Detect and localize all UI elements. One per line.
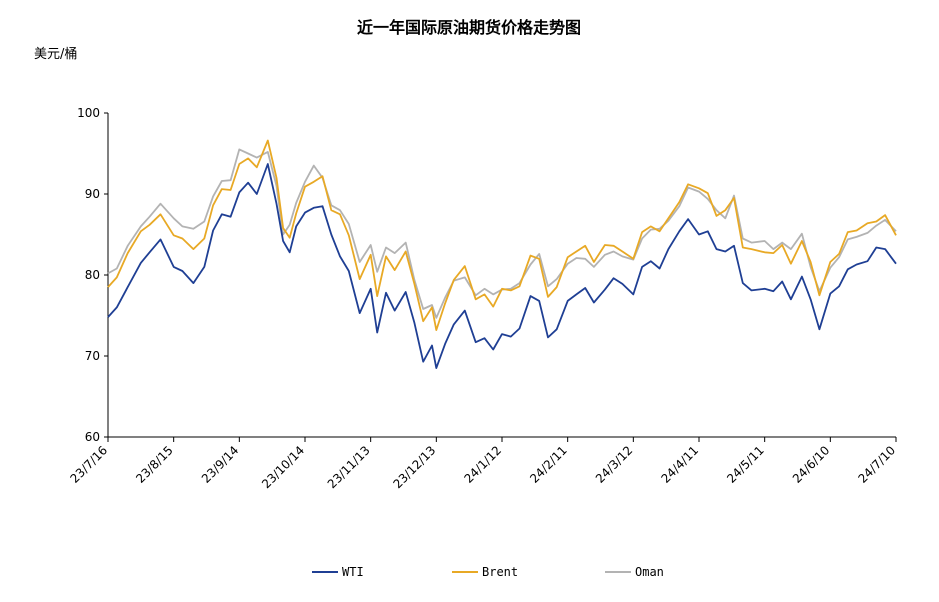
x-tick-label: 23/11/13 xyxy=(325,443,373,491)
y-tick-label: 60 xyxy=(85,430,100,444)
y-tick-label: 70 xyxy=(85,349,100,363)
x-tick-label: 23/10/14 xyxy=(259,443,307,491)
legend-label-oman: Oman xyxy=(635,565,664,579)
x-tick-label: 24/2/11 xyxy=(527,443,570,486)
chart-title: 近一年国际原油期货价格走势图 xyxy=(357,18,581,37)
legend: WTI Brent Oman xyxy=(312,565,664,579)
x-tick-label: 24/3/12 xyxy=(593,443,636,486)
series-line-wti xyxy=(107,163,897,370)
x-tick-label: 24/1/12 xyxy=(462,443,505,486)
x-tick-label: 24/4/11 xyxy=(659,443,702,486)
x-tick-label: 24/7/10 xyxy=(856,443,899,486)
y-axis-unit-label: 美元/桶 xyxy=(34,47,77,62)
x-tick-label: 23/7/16 xyxy=(68,443,111,486)
y-tick-label: 80 xyxy=(85,268,100,282)
series-line-brent xyxy=(107,139,897,332)
x-tick-label: 24/5/11 xyxy=(724,443,767,486)
y-tick-label: 100 xyxy=(77,106,100,120)
axes: 60 70 80 90 100 23/7/16 23/8/15 23/9/14 23/10/14… xyxy=(68,106,899,491)
x-tick-label: 23/12/13 xyxy=(390,443,438,491)
legend-label-wti: WTI xyxy=(342,565,364,579)
series-layer xyxy=(107,139,897,370)
legend-label-brent: Brent xyxy=(482,565,518,579)
x-tick-label: 23/9/14 xyxy=(199,443,242,486)
x-tick-label: 24/6/10 xyxy=(790,443,833,486)
series-line-oman xyxy=(107,148,897,319)
x-tick-label: 23/8/15 xyxy=(133,443,176,486)
y-tick-label: 90 xyxy=(85,187,100,201)
